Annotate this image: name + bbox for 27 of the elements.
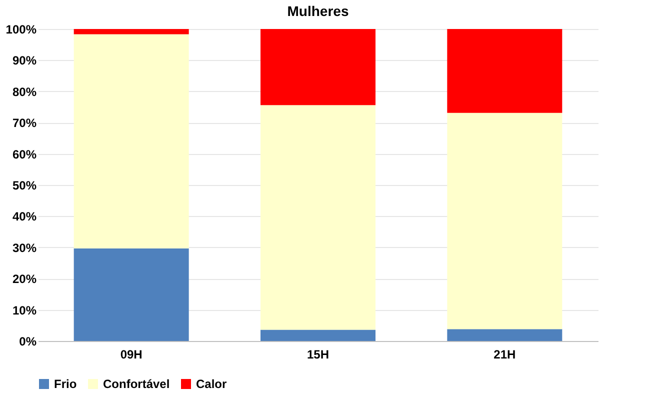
y-tick-label: 90% [12,54,37,68]
bar [260,29,376,106]
x-tick-label: 21H [494,348,516,362]
y-tick-label: 100% [6,22,37,36]
bar [447,112,562,330]
bar [447,29,562,113]
bar [74,34,189,248]
y-tick-label: 0% [19,334,37,348]
chart-title: Mulheres [287,3,349,19]
y-tick-label: 10% [12,303,37,318]
legend-label: Confortável [103,377,170,391]
x-tick-label: 15H [306,348,330,362]
bar [74,29,189,34]
y-tick-label: 40% [12,210,37,224]
y-tick-label: 20% [12,272,37,286]
bar [260,105,376,330]
x-tick-label: 09H [120,348,142,362]
legend-label: Frio [54,377,77,391]
y-tick-label: 50% [12,178,37,192]
bar [260,330,376,341]
legend-label: Calor [196,377,228,391]
y-tick-label: 70% [12,116,37,130]
y-tick-label: 60% [12,147,37,162]
bar [74,248,189,341]
y-tick-label: 80% [12,84,37,99]
bar [447,329,562,341]
y-tick-label: 30% [12,240,37,255]
